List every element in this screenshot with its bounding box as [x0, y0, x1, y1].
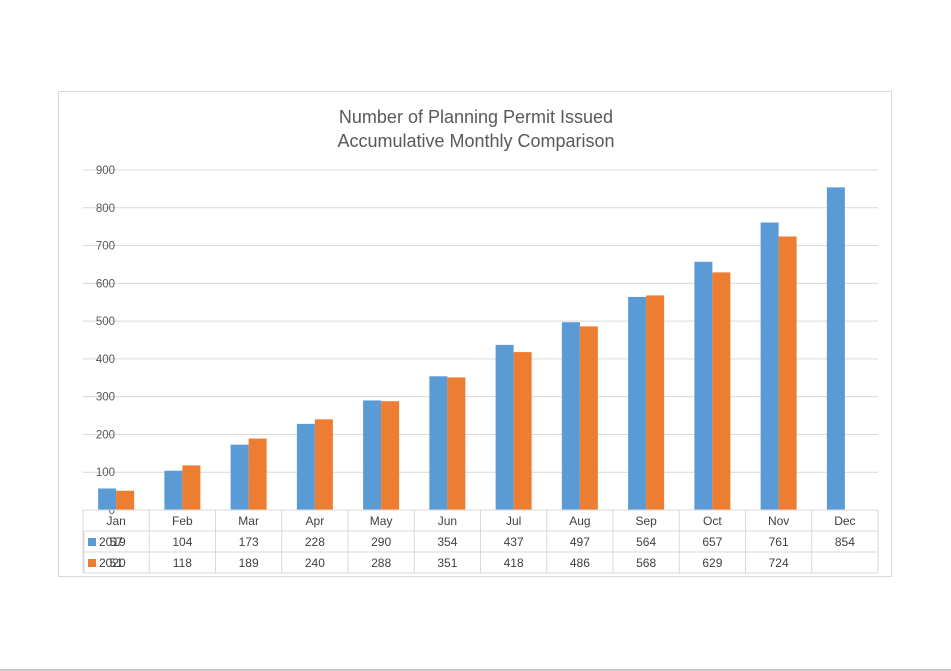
bottom-divider — [0, 669, 951, 671]
bar-2020-apr — [314, 419, 333, 510]
table-cell-2020-nov: 724 — [769, 556, 789, 570]
y-tick-label: 500 — [96, 316, 115, 328]
y-tick-label: 200 — [96, 429, 115, 441]
chart: Number of Planning Permit Issued Accumul… — [82, 107, 879, 574]
legend-label-2019: 2019 — [99, 535, 126, 549]
bar-2020-feb — [182, 465, 201, 510]
bar-2019-jul — [495, 344, 514, 510]
table-cell-2019-jun: 354 — [437, 535, 457, 549]
bar-2020-sep — [646, 295, 665, 510]
table-cell-2020-oct: 629 — [702, 556, 722, 570]
gridlines — [83, 169, 878, 473]
bar-2020-mar — [248, 438, 267, 510]
legend-swatch-2020 — [88, 559, 96, 567]
y-tick-label: 0 — [109, 505, 115, 517]
table-cell-2020-jul: 418 — [504, 556, 524, 570]
table-cell-2019-sep: 564 — [636, 535, 656, 549]
bar-2019-apr — [296, 423, 315, 510]
table-cell-2020-may: 288 — [371, 556, 391, 570]
chart-area: Number of Planning Permit Issued Accumul… — [58, 91, 892, 577]
bar-2019-jun — [429, 376, 448, 510]
bar-2020-jan — [116, 490, 135, 510]
table-cell-2020-jun: 351 — [437, 556, 457, 570]
bar-2019-dec — [826, 187, 845, 510]
y-axis-tick-labels: 0 100 200 300 400 500 600 700 800 900 — [96, 165, 115, 517]
chart-title: Number of Planning Permit Issued — [339, 107, 613, 127]
x-tick-label: Apr — [306, 514, 325, 528]
table-cell-2020-apr: 240 — [305, 556, 325, 570]
legend-swatch-2019 — [88, 538, 96, 546]
x-tick-label: Jul — [506, 514, 521, 528]
table-cell-2019-apr: 228 — [305, 535, 325, 549]
table-cell-2019-jul: 437 — [504, 535, 524, 549]
table-cell-2020-feb: 118 — [173, 556, 192, 570]
y-tick-label: 300 — [96, 392, 115, 404]
x-tick-label: Oct — [703, 514, 722, 528]
bar-2020-nov — [778, 236, 797, 510]
bar-2019-aug — [561, 322, 580, 510]
bar-2020-aug — [579, 326, 598, 510]
bar-2019-may — [363, 400, 382, 510]
y-tick-label: 700 — [96, 241, 115, 253]
table-cell-2020-mar: 189 — [239, 556, 259, 570]
bar-2019-jan — [98, 488, 117, 510]
y-tick-label: 400 — [96, 354, 115, 366]
table-cell-2019-aug: 497 — [570, 535, 590, 549]
x-tick-label: Aug — [569, 514, 590, 528]
bar-2019-nov — [760, 222, 779, 510]
legend-label-2020: 2020 — [99, 556, 126, 570]
table-cell-2019-mar: 173 — [239, 535, 259, 549]
table-cell-2019-oct: 657 — [702, 535, 722, 549]
x-tick-label: Jun — [438, 514, 457, 528]
table-cell-2019-feb: 104 — [172, 535, 192, 549]
x-tick-label: Dec — [834, 514, 855, 528]
table-cell-2019-nov: 761 — [769, 535, 789, 549]
x-tick-label: Nov — [768, 514, 789, 528]
bar-2019-mar — [230, 444, 249, 510]
bar-2019-oct — [694, 261, 713, 510]
bar-2020-oct — [712, 272, 731, 510]
y-tick-label: 100 — [96, 467, 115, 479]
chart-subtitle: Accumulative Monthly Comparison — [337, 131, 614, 151]
table-cell-2019-may: 290 — [371, 535, 391, 549]
bars — [98, 187, 845, 510]
table-cell-2019-dec: 854 — [835, 535, 855, 549]
bar-2020-jul — [513, 352, 532, 510]
table-cell-2020-jan: 51 — [109, 556, 123, 570]
table-cell-2019-jan: 57 — [109, 535, 123, 549]
bar-2020-may — [381, 401, 400, 510]
table-cell-2020-sep: 568 — [636, 556, 656, 570]
data-table: Jan Feb Mar Apr May Jun Jul Aug Sep Oct Nov Dec 2019… — [82, 509, 879, 574]
x-tick-label: Mar — [238, 514, 259, 528]
x-tick-label: May — [370, 514, 393, 528]
bar-2019-sep — [628, 296, 647, 510]
bar-2019-feb — [164, 470, 183, 510]
y-tick-label: 600 — [96, 278, 115, 290]
x-tick-label: Jan — [106, 514, 125, 528]
x-tick-label: Feb — [172, 514, 193, 528]
table-cell-2020-aug: 486 — [570, 556, 590, 570]
y-tick-label: 800 — [96, 203, 115, 215]
bar-2020-jun — [447, 377, 466, 510]
x-tick-label: Sep — [635, 514, 657, 528]
y-tick-label: 900 — [96, 165, 115, 177]
